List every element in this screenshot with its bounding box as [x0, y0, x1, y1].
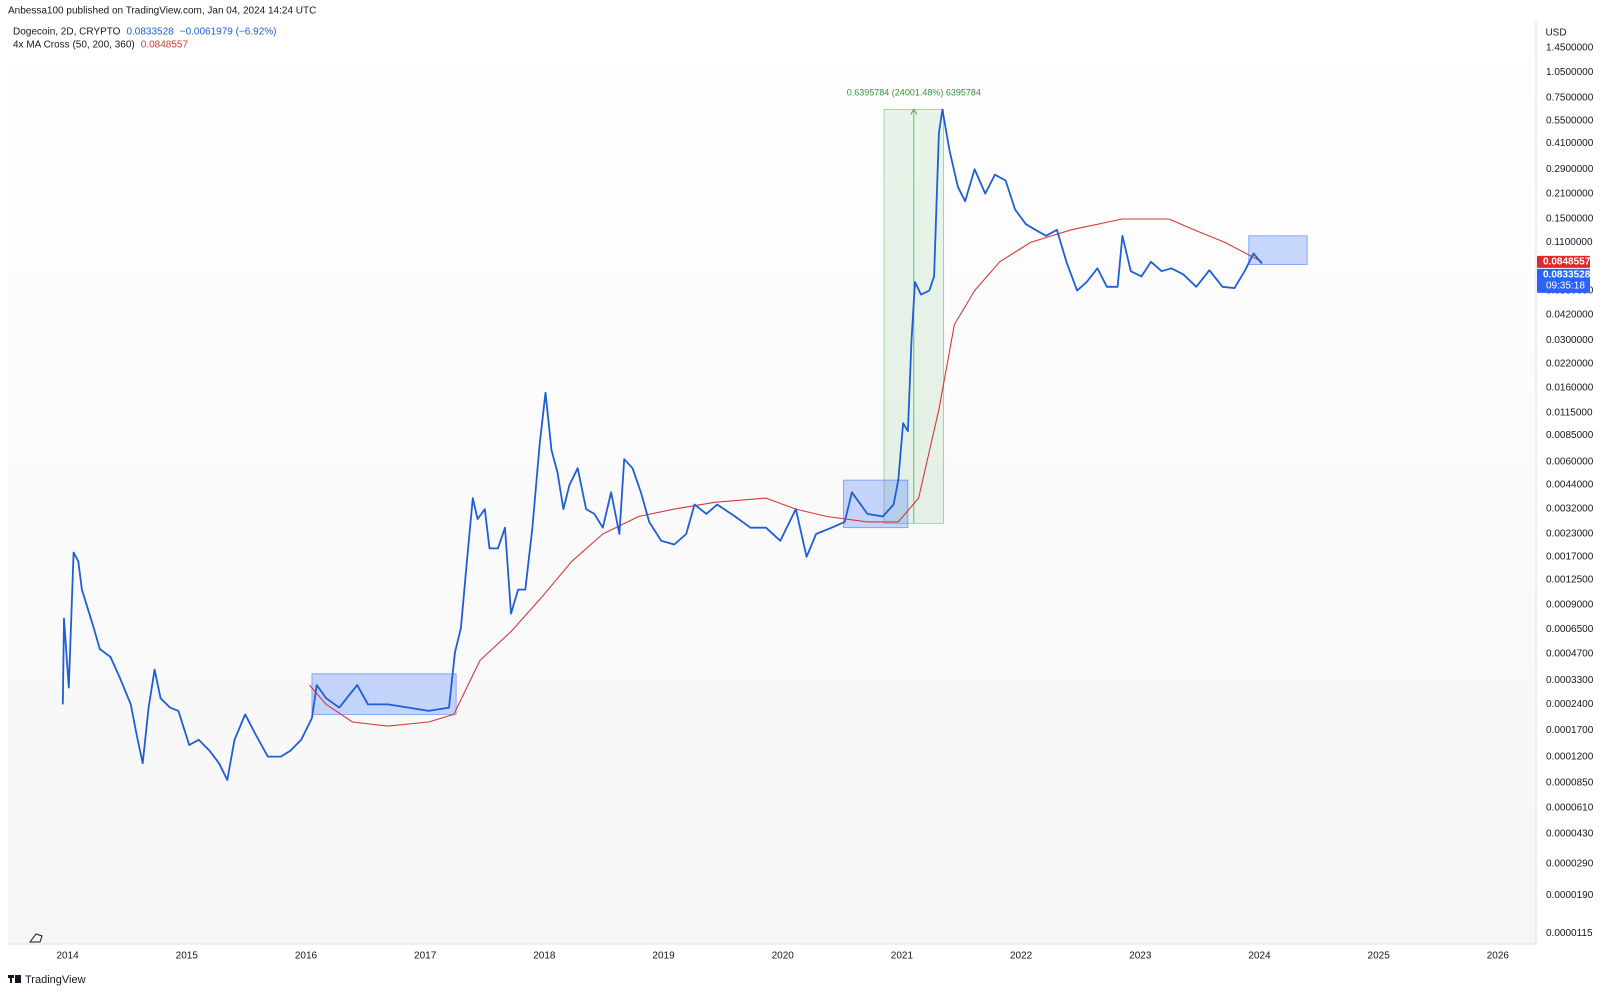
- dino-icon: [29, 933, 43, 943]
- legend-value: 0.0833528: [126, 27, 174, 38]
- y-tick-label: 0.0032000: [1546, 504, 1594, 515]
- currency: USD: [1545, 28, 1566, 39]
- y-tick-label: 0.0000430: [1546, 829, 1594, 840]
- y-tick-label: 0.0017000: [1546, 551, 1594, 562]
- x-tick-label: 2025: [1368, 951, 1391, 962]
- logo: [8, 975, 21, 983]
- y-tick-label: 0.7500000: [1546, 92, 1594, 103]
- y-tick-label: 0.0009000: [1546, 599, 1594, 610]
- y-tick-label: 0.0023000: [1546, 529, 1594, 540]
- brand: TradingView: [25, 974, 86, 986]
- y-tick-label: 0.0060000: [1546, 456, 1594, 467]
- y-tick-label: 0.0000850: [1546, 777, 1594, 788]
- price-line: [61, 108, 1263, 781]
- legend-change: −0.0061979 (−6.92%): [180, 27, 277, 38]
- y-tick-label: 0.0160000: [1546, 382, 1594, 393]
- y-tick-label: 0.0004700: [1546, 648, 1594, 659]
- y-tick-label: 0.0012500: [1546, 575, 1594, 586]
- price-tag: [1537, 255, 1590, 268]
- plot-area: [8, 20, 1536, 944]
- logo-mark: [15, 975, 21, 983]
- x-tick-label: 2026: [1487, 951, 1510, 962]
- y-tick-label: 0.0002400: [1546, 699, 1594, 710]
- y-tick-label: 0.0420000: [1546, 310, 1594, 321]
- x-tick-label: 2016: [295, 951, 318, 962]
- x-tick-label: 2018: [533, 951, 556, 962]
- y-tick-label: 0.0300000: [1546, 335, 1594, 346]
- publisher: Anbessa100 published on TradingView.com,…: [8, 6, 316, 17]
- y-tick-label: 0.1500000: [1546, 214, 1594, 225]
- x-tick-label: 2021: [891, 951, 914, 962]
- logo-mark: [10, 975, 12, 983]
- y-tick-label: 0.2100000: [1546, 188, 1594, 199]
- countdown: 09:35:18: [1546, 281, 1585, 292]
- x-tick-label: 2023: [1129, 951, 1152, 962]
- range-box: [1248, 235, 1308, 265]
- y-tick-label: 0.0003300: [1546, 675, 1594, 686]
- price-tag-label: 0.0833528: [1543, 270, 1591, 281]
- x-tick-label: 2014: [56, 951, 79, 962]
- x-tick-label: 2022: [1010, 951, 1033, 962]
- legend-name: Dogecoin, 2D, CRYPTO: [13, 27, 121, 38]
- price-tag-label: 0.0848557: [1543, 257, 1591, 268]
- x-tick-label: 2015: [176, 951, 199, 962]
- legend-name: 4x MA Cross (50, 200, 360): [13, 40, 135, 51]
- range-box: [311, 673, 457, 715]
- y-tick-label: 0.0085000: [1546, 430, 1594, 441]
- y-tick-label: 0.4100000: [1546, 138, 1594, 149]
- y-tick-label: 1.0500000: [1546, 67, 1594, 78]
- measure-label: 0.6395784 (24001.48%) 6395784: [847, 88, 981, 98]
- x-tick-label: 2017: [414, 951, 437, 962]
- y-tick-label: 0.0000115: [1546, 928, 1593, 939]
- y-tick-label: 0.2900000: [1546, 164, 1594, 175]
- y-tick-label: 0.0000290: [1546, 858, 1594, 869]
- y-tick-label: 0.0006500: [1546, 624, 1594, 635]
- legend-value: 0.0848557: [141, 40, 189, 51]
- price-tag: [1537, 268, 1590, 293]
- x-tick-label: 2024: [1248, 951, 1271, 962]
- measure-arrowhead: [910, 108, 918, 115]
- y-tick-label: 0.0044000: [1546, 480, 1594, 491]
- x-tick-label: 2020: [772, 951, 795, 962]
- y-tick-label: 0.0000610: [1546, 802, 1594, 813]
- y-tick-label: 0.0115000: [1546, 407, 1593, 418]
- y-tick-label: 1.4500000: [1546, 43, 1594, 54]
- y-tick-label: 0.0000190: [1546, 890, 1594, 901]
- y-tick-label: 0.5500000: [1546, 116, 1594, 127]
- y-tick-label: 0.0001700: [1546, 725, 1594, 736]
- y-tick-label: 0.0001200: [1546, 751, 1594, 762]
- y-tick-label: 0.1100000: [1546, 237, 1593, 248]
- y-tick-label: 0.0220000: [1546, 358, 1594, 369]
- x-tick-label: 2019: [652, 951, 675, 962]
